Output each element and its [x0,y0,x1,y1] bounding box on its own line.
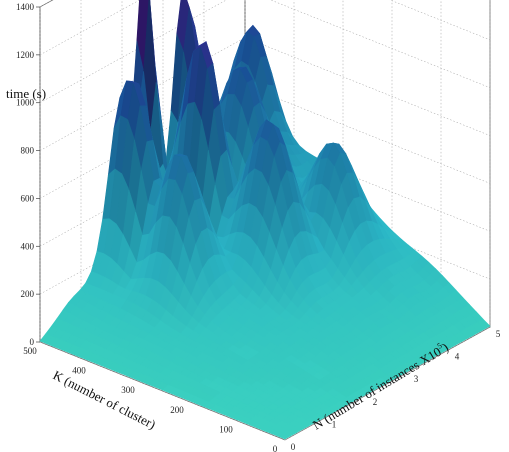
z-tick-label: 0 [30,337,35,347]
z-tick-label: 1200 [16,50,35,60]
z-tick-label: 800 [21,146,35,156]
n-tick-label: 4 [455,352,460,362]
k-tick-label: 400 [72,366,86,376]
z-tick-label: 400 [21,241,35,251]
k-floor-grid-line [284,326,491,441]
k-tick-label: 500 [23,346,37,356]
z-tick-label: 1000 [16,98,35,108]
z-grid-line [39,85,491,199]
z-grid-line [39,0,491,103]
n-tick-label: 5 [496,329,501,339]
k-tick-label: 300 [121,385,135,395]
z-grid-line [39,37,491,151]
n-tick-label: 1 [332,419,337,429]
surface-cell [277,432,292,440]
n-tick-label: 0 [291,442,296,452]
z-grid-line [39,0,491,56]
k-tick-label: 200 [170,405,184,415]
z-grid-line [39,0,54,8]
n-tick-label: 3 [414,374,419,384]
z-tick-label: 200 [21,289,35,299]
z-tick-label: 1400 [16,2,35,12]
x-axis-title-close: ) [440,340,451,355]
n-tick-label: 2 [373,397,378,407]
z-tick-label: 600 [21,193,35,203]
k-tick-label: 0 [273,444,278,452]
surface-mesh [39,0,491,440]
axis-ticks: 0200400600800100012001400010020030040050… [16,2,501,452]
x-axis-title-exponent: 5 [436,341,444,351]
k-tick-label: 100 [219,424,233,434]
z-axis-title: time (s) [6,86,46,101]
